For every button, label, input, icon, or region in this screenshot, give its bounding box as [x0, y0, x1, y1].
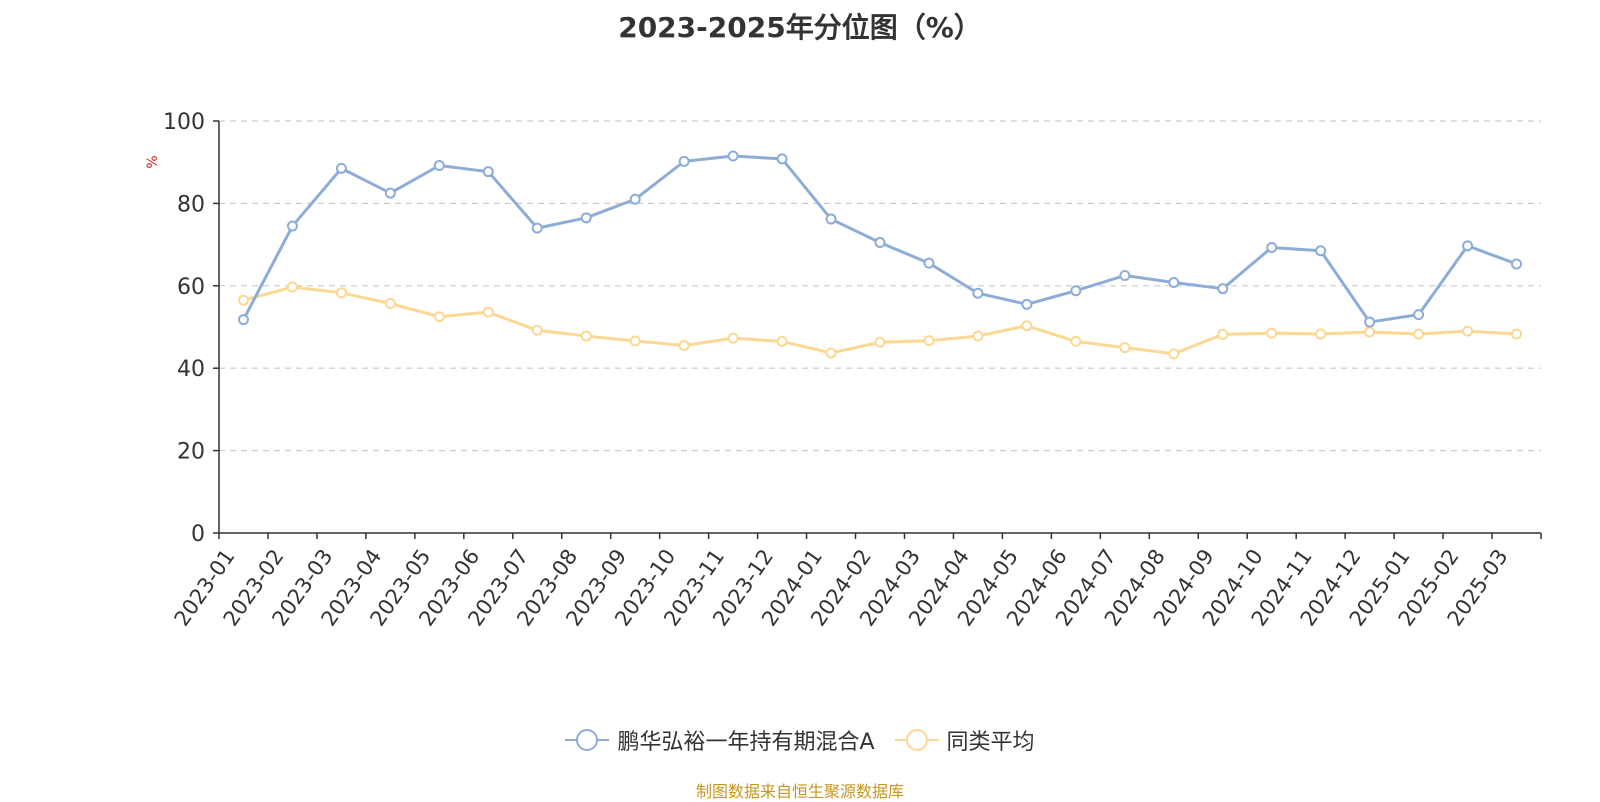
data-point-series-2[interactable]: [1070, 335, 1082, 347]
y-tick-label: 40: [177, 357, 205, 382]
data-point-series-1[interactable]: [874, 237, 886, 249]
y-tick-label: 0: [191, 522, 205, 547]
data-point-series-2[interactable]: [972, 330, 984, 342]
data-point-series-2[interactable]: [1168, 348, 1180, 360]
data-point-series-2[interactable]: [580, 330, 592, 342]
data-point-series-2[interactable]: [1119, 342, 1131, 354]
data-point-series-1[interactable]: [482, 166, 494, 178]
data-point-series-2[interactable]: [1364, 326, 1376, 338]
axes: 0204060801002023-012023-022023-032023-04…: [163, 110, 1542, 630]
data-point-series-1[interactable]: [1021, 298, 1033, 310]
data-point-series-1[interactable]: [237, 314, 249, 326]
data-point-series-2[interactable]: [286, 281, 298, 293]
data-point-series-2[interactable]: [482, 306, 494, 318]
data-point-series-2[interactable]: [727, 332, 739, 344]
data-point-series-1[interactable]: [825, 213, 837, 225]
data-point-series-2[interactable]: [776, 335, 788, 347]
data-point-series-1[interactable]: [776, 153, 788, 165]
data-point-series-1[interactable]: [1217, 283, 1229, 295]
data-point-series-2[interactable]: [1315, 328, 1327, 340]
data-point-series-1[interactable]: [1119, 270, 1131, 281]
data-point-series-1[interactable]: [286, 220, 298, 232]
data-point-series-2[interactable]: [1217, 328, 1229, 340]
legend: 鹏华弘裕一年持有期混合A 同类平均: [0, 724, 1600, 756]
y-tick-label: 80: [177, 192, 205, 217]
data-point-series-2[interactable]: [1511, 328, 1523, 340]
legend-item-series-1[interactable]: 鹏华弘裕一年持有期混合A: [565, 724, 875, 756]
data-point-series-2[interactable]: [433, 311, 445, 323]
data-point-series-1[interactable]: [972, 287, 984, 299]
data-point-series-1[interactable]: [580, 212, 592, 224]
data-point-series-2[interactable]: [678, 340, 690, 352]
data-point-series-2[interactable]: [335, 287, 347, 299]
data-point-series-1[interactable]: [384, 187, 396, 199]
data-point-series-1[interactable]: [1266, 241, 1278, 253]
data-point-series-1[interactable]: [1364, 316, 1376, 328]
data-point-series-1[interactable]: [629, 193, 641, 205]
legend-item-series-2[interactable]: 同类平均: [894, 724, 1035, 756]
data-point-series-2[interactable]: [1462, 325, 1474, 337]
data-point-series-1[interactable]: [1511, 258, 1523, 270]
data-point-series-2[interactable]: [1413, 328, 1425, 340]
y-tick-label: 20: [177, 440, 205, 465]
data-point-series-2[interactable]: [825, 347, 837, 359]
data-point-series-1[interactable]: [433, 159, 445, 171]
grid-lines: [219, 120, 1541, 452]
data-point-series-1[interactable]: [1413, 309, 1425, 321]
data-point-series-1[interactable]: [1070, 285, 1082, 297]
data-point-series-2[interactable]: [237, 294, 249, 306]
series-lines: [237, 150, 1523, 360]
data-point-series-1[interactable]: [727, 150, 739, 162]
data-point-series-1[interactable]: [1168, 277, 1180, 289]
y-tick-label: 100: [163, 110, 205, 135]
data-point-series-2[interactable]: [629, 335, 641, 347]
legend-label-series-2: 同类平均: [946, 730, 1035, 755]
data-point-series-2[interactable]: [923, 335, 935, 347]
data-point-series-1[interactable]: [335, 162, 347, 174]
data-point-series-1[interactable]: [1462, 240, 1474, 252]
y-tick-label: 60: [177, 275, 205, 300]
data-point-series-1[interactable]: [1315, 245, 1327, 257]
legend-line-circle-icon: [894, 729, 939, 751]
legend-line-circle-icon: [565, 729, 610, 751]
data-point-series-2[interactable]: [531, 324, 543, 336]
data-point-series-2[interactable]: [1266, 327, 1278, 339]
data-point-series-2[interactable]: [874, 336, 886, 348]
source-note: 制图数据来自恒生聚源数据库: [695, 782, 904, 801]
data-point-series-1[interactable]: [923, 257, 935, 269]
data-point-series-2[interactable]: [384, 298, 396, 310]
y-axis-title: %: [145, 155, 161, 168]
legend-label-series-1: 鹏华弘裕一年持有期混合A: [617, 730, 875, 755]
data-point-series-1[interactable]: [531, 222, 543, 234]
chart-title: 2023-2025年分位图（%）: [618, 11, 982, 44]
data-point-series-1[interactable]: [678, 155, 690, 167]
data-point-series-2[interactable]: [1021, 320, 1033, 332]
